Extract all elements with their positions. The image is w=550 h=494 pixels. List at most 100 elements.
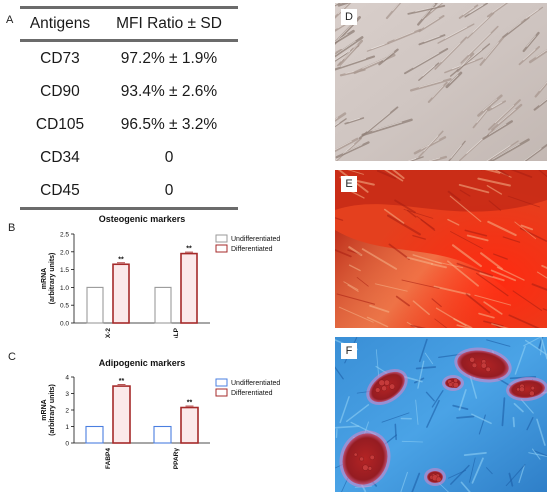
table-row: CD45 0 xyxy=(20,174,238,209)
y-tick-label: 1.5 xyxy=(60,267,69,274)
mfi-cell: 93.4% ± 2.6% xyxy=(120,82,218,100)
cell-highlight xyxy=(335,33,348,43)
cell xyxy=(518,45,541,66)
significance-label: ** xyxy=(118,256,124,263)
cell xyxy=(520,6,544,23)
cell-highlight xyxy=(523,49,536,61)
fiber xyxy=(486,185,503,195)
fiber xyxy=(518,464,525,484)
panel-label-e: E xyxy=(341,176,357,192)
fiber xyxy=(540,339,543,356)
fiber xyxy=(456,262,494,277)
cell xyxy=(361,118,413,137)
cell-highlight xyxy=(472,17,489,33)
cell-highlight xyxy=(422,3,436,20)
significance-label: ** xyxy=(187,400,193,407)
cell-highlight xyxy=(468,32,491,56)
fiber xyxy=(418,338,428,363)
fiber xyxy=(513,402,524,413)
fiber xyxy=(386,214,421,236)
cell xyxy=(335,137,359,153)
mfi-cell: 0 xyxy=(164,181,174,199)
fiber xyxy=(383,208,405,224)
fiber xyxy=(520,399,534,414)
antigen-cell: CD90 xyxy=(40,82,80,100)
phase-contrast-image xyxy=(335,3,547,161)
y-axis-label: mRNA(arbitrary units) xyxy=(41,384,56,436)
table-row: CD73 97.2% ± 1.9% xyxy=(20,40,238,76)
lipid-droplet xyxy=(485,366,491,372)
panel-label-d: D xyxy=(341,9,357,25)
legend-label: Undifferentiated xyxy=(231,236,280,243)
mineralization-stain-image xyxy=(335,170,547,328)
fiber xyxy=(483,301,503,315)
cell-highlight xyxy=(422,65,435,77)
cell xyxy=(534,81,547,98)
cell-highlight xyxy=(491,101,503,109)
cell-highlight xyxy=(335,140,352,151)
cell xyxy=(385,3,402,20)
lipid-droplet xyxy=(378,379,385,386)
fiber xyxy=(417,360,425,389)
bar xyxy=(112,263,130,324)
cell xyxy=(482,120,513,140)
cell xyxy=(487,99,521,131)
fiber xyxy=(471,457,484,484)
cell xyxy=(338,39,363,66)
cell xyxy=(528,49,547,64)
cell xyxy=(448,140,466,161)
cell-highlight xyxy=(335,50,351,61)
cell-highlight xyxy=(427,157,441,161)
cell xyxy=(424,3,444,18)
fiber xyxy=(426,399,440,428)
cell xyxy=(366,42,390,52)
cell xyxy=(522,31,540,53)
column-header-antigens: Antigens xyxy=(29,15,91,32)
fiber xyxy=(484,170,501,174)
fiber xyxy=(536,271,547,279)
y-tick-label: 2.5 xyxy=(60,232,69,239)
fiber xyxy=(526,416,534,431)
lipid-cluster xyxy=(509,379,545,399)
cell xyxy=(445,71,463,89)
cell-highlight xyxy=(486,145,511,161)
fiber xyxy=(531,448,541,460)
cell xyxy=(477,94,503,117)
mfi-cell: 96.5% ± 3.2% xyxy=(120,115,218,133)
fiber xyxy=(339,396,350,424)
cell-highlight xyxy=(335,3,339,6)
fiber xyxy=(451,244,482,268)
cell-highlight xyxy=(441,42,461,63)
fiber xyxy=(463,452,487,456)
cell-highlight xyxy=(525,9,539,19)
fiber xyxy=(488,200,502,211)
fiber xyxy=(459,189,471,197)
fiber xyxy=(497,170,510,177)
cell xyxy=(418,34,446,46)
adipogenic-markers-chart: Adipogenic markers mRNA(arbitrary units) 0… xyxy=(20,345,320,480)
cell-highlight xyxy=(449,74,459,84)
fiber xyxy=(425,391,435,402)
fiber xyxy=(486,339,511,347)
cell xyxy=(404,48,449,75)
fiber xyxy=(335,425,360,429)
cell-highlight xyxy=(526,35,536,47)
fiber xyxy=(401,279,440,289)
cell xyxy=(427,155,448,161)
legend-swatch xyxy=(215,388,228,397)
cell xyxy=(464,3,489,18)
fiber xyxy=(394,423,397,441)
cell-highlight xyxy=(450,144,462,159)
cell xyxy=(335,112,347,122)
fiber xyxy=(453,318,473,328)
cell xyxy=(335,55,376,71)
cell xyxy=(418,62,440,81)
fiber xyxy=(412,234,426,240)
x-tick-label: FABP4 xyxy=(105,448,112,469)
fiber xyxy=(456,415,475,419)
fiber xyxy=(538,170,547,178)
cell-highlight xyxy=(462,6,475,15)
lipid-droplet xyxy=(469,357,475,363)
cell-highlight xyxy=(340,50,351,62)
fiber xyxy=(348,264,361,272)
